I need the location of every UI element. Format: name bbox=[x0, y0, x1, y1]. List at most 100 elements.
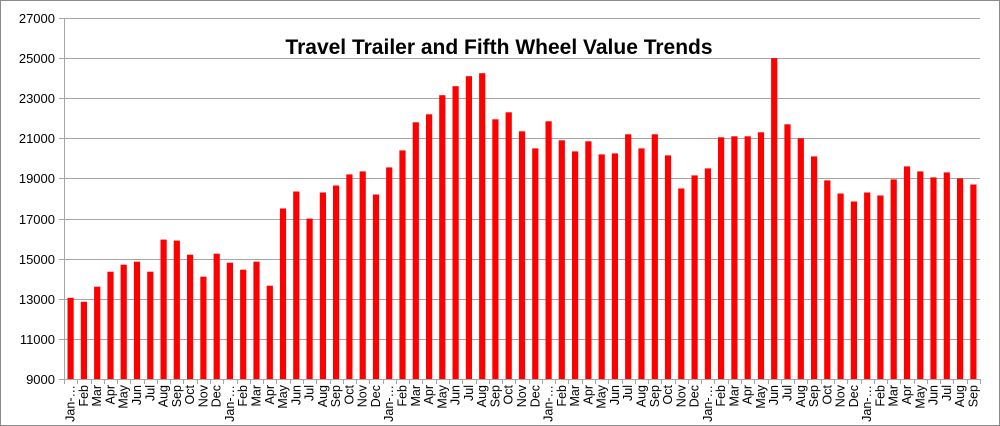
bar bbox=[465, 76, 472, 379]
chart-title: Travel Trailer and Fifth Wheel Value Tre… bbox=[285, 36, 712, 59]
bar bbox=[678, 188, 685, 379]
x-tick-label: Jan-… bbox=[701, 385, 715, 422]
x-tick-label: Dec bbox=[528, 385, 542, 407]
bar bbox=[200, 276, 207, 379]
bar bbox=[266, 285, 273, 379]
x-tick-label: Jan-… bbox=[382, 385, 396, 422]
bar bbox=[253, 261, 260, 379]
y-tick-label: 25000 bbox=[19, 51, 55, 66]
x-tick-label: Dec bbox=[369, 385, 383, 407]
bar bbox=[240, 269, 247, 379]
bar bbox=[598, 154, 605, 379]
bar bbox=[346, 174, 353, 379]
x-tick-label: Jun bbox=[449, 385, 463, 405]
bar bbox=[651, 134, 658, 379]
bar bbox=[638, 148, 645, 379]
x-tick-label: Feb bbox=[873, 385, 887, 407]
bar bbox=[412, 122, 419, 380]
bar bbox=[67, 297, 74, 379]
x-tick-label: Apr bbox=[741, 385, 755, 404]
bar bbox=[160, 239, 167, 379]
x-tick-label: Jun bbox=[767, 385, 781, 405]
x-tick-label: Dec bbox=[210, 385, 224, 407]
x-tick-label: Oct bbox=[342, 384, 356, 404]
bar bbox=[585, 141, 592, 379]
bar bbox=[226, 262, 233, 379]
x-tick-label: Apr bbox=[422, 385, 436, 404]
bar bbox=[903, 166, 911, 379]
x-tick-label: Nov bbox=[356, 384, 370, 407]
x-tick-label: Oct bbox=[820, 384, 834, 404]
x-tick-label: Apr bbox=[900, 385, 914, 404]
x-tick-label: May bbox=[913, 384, 927, 408]
bar bbox=[293, 191, 300, 379]
bar bbox=[850, 201, 857, 379]
x-tick-label: Aug bbox=[157, 385, 171, 407]
bar bbox=[505, 112, 512, 380]
x-tick-label: Oct bbox=[502, 384, 516, 404]
bar bbox=[811, 156, 818, 379]
bar bbox=[133, 261, 141, 379]
x-tick-label: Mar bbox=[409, 385, 423, 407]
bar bbox=[319, 192, 326, 379]
x-tick-label: Sep bbox=[648, 385, 662, 407]
x-tick-label: May bbox=[276, 384, 290, 408]
x-tick-label: Oct bbox=[183, 384, 197, 404]
bar bbox=[279, 208, 287, 379]
bar bbox=[771, 58, 778, 379]
bar bbox=[492, 119, 499, 380]
x-tick-label: Nov bbox=[515, 384, 529, 407]
x-tick-label: Jul bbox=[781, 385, 795, 401]
bars bbox=[67, 58, 977, 380]
x-tick-label: Sep bbox=[170, 385, 184, 407]
bar bbox=[930, 177, 937, 379]
y-tick-label: 11000 bbox=[20, 332, 55, 347]
bar bbox=[797, 138, 804, 379]
bar bbox=[173, 240, 180, 379]
x-tick-label: Aug bbox=[953, 385, 967, 407]
y-tick-label: 9000 bbox=[26, 372, 55, 387]
x-axis: Jan-… Feb Mar Apr May Jun Jul Aug Sep Oct Nov Dec Ja… bbox=[64, 379, 981, 422]
bar bbox=[664, 155, 672, 379]
bar bbox=[213, 253, 220, 379]
x-tick-label: Dec bbox=[688, 385, 702, 407]
y-axis: 9000 11000 13000 15000 17000 19000 21000 23000 2… bbox=[19, 11, 65, 387]
x-tick-label: Dec bbox=[847, 385, 861, 407]
bar bbox=[94, 286, 101, 379]
x-tick-label: Jun bbox=[130, 385, 144, 405]
x-tick-label: Nov bbox=[674, 384, 688, 407]
y-tick-label: 21000 bbox=[19, 131, 55, 146]
bar bbox=[611, 153, 618, 379]
bar bbox=[704, 168, 711, 379]
y-tick-label: 17000 bbox=[19, 212, 55, 227]
y-tick-label: 27000 bbox=[19, 11, 55, 26]
bar bbox=[372, 194, 380, 379]
bar bbox=[386, 167, 393, 379]
x-tick-label: Jan-… bbox=[223, 385, 237, 422]
bar bbox=[306, 218, 313, 379]
bar bbox=[532, 148, 539, 379]
x-tick-label: Jul bbox=[462, 385, 476, 401]
bar bbox=[957, 178, 964, 379]
bar bbox=[757, 132, 765, 379]
bar bbox=[970, 184, 977, 379]
x-tick-label: Nov bbox=[196, 384, 210, 407]
x-tick-label: Aug bbox=[475, 385, 489, 407]
bar bbox=[107, 271, 114, 379]
x-tick-label: Jan-… bbox=[542, 385, 556, 422]
x-tick-label: Jul bbox=[940, 385, 954, 401]
bar bbox=[943, 172, 950, 379]
y-tick-label: 23000 bbox=[19, 91, 55, 106]
x-tick-label: Mar bbox=[250, 385, 264, 407]
bar bbox=[147, 271, 154, 379]
bar bbox=[187, 254, 194, 379]
y-tick-label: 19000 bbox=[19, 171, 55, 186]
bar bbox=[399, 150, 406, 379]
bar bbox=[917, 171, 924, 379]
x-tick-label: Jul bbox=[621, 385, 635, 401]
bar bbox=[333, 185, 340, 379]
bar bbox=[731, 136, 738, 379]
x-tick-label: Sep bbox=[807, 385, 821, 407]
bar bbox=[784, 124, 791, 379]
